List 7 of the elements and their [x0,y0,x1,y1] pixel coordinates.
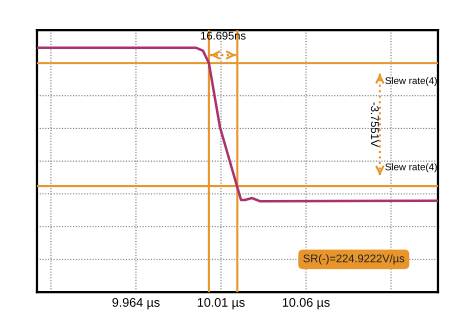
x-tick-label: 10.06 µs [282,298,330,310]
annotation: SR(-)=224.9222V/µs [303,254,404,265]
legend-label: Slew rate(4) [385,163,437,172]
legend-label: Slew rate(4) [385,76,437,86]
annotation: -3.7551V [370,102,379,148]
x-tick-label: 10.01 µs [198,298,245,310]
x-tick-label: 9.964 µs [112,298,160,310]
